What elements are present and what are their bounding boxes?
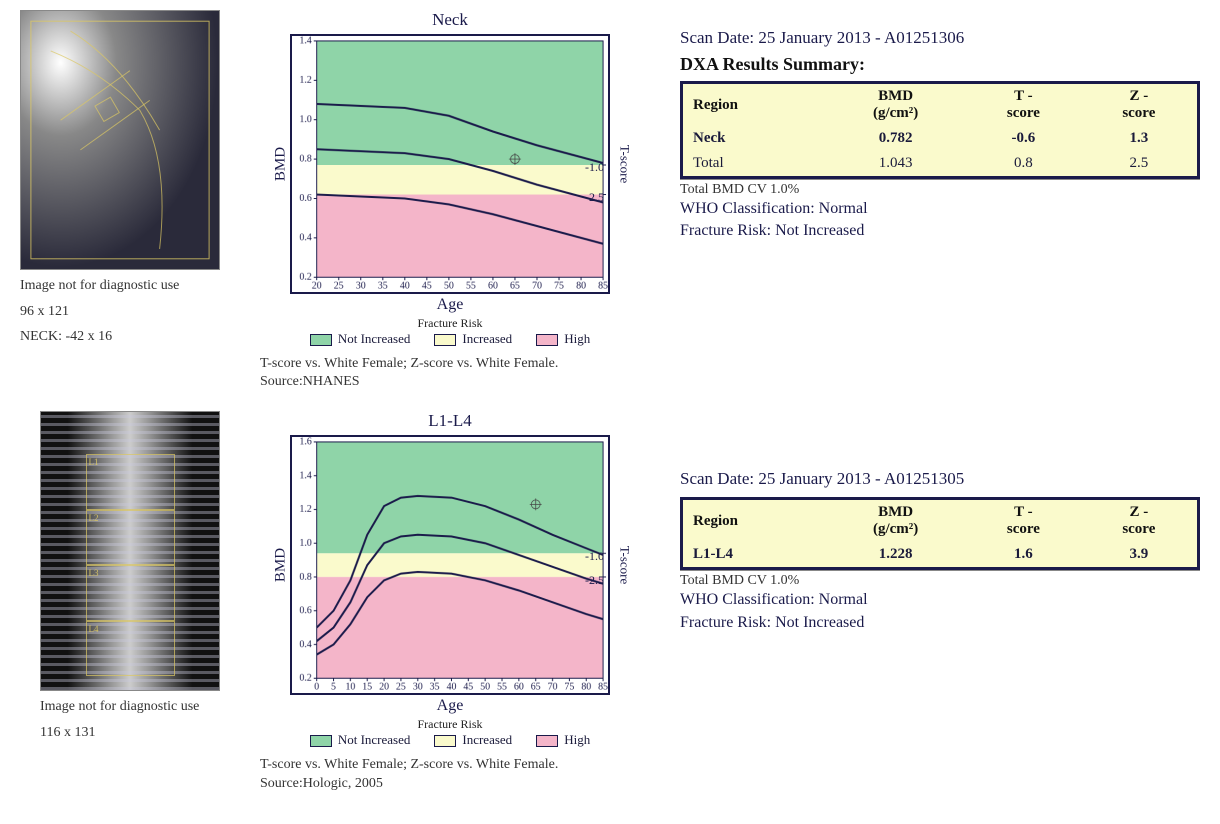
table-cell: 1.6 [966, 542, 1081, 569]
t-score-tick: -2.5 [585, 573, 604, 588]
scan-date: Scan Date: 25 January 2013 - A01251306 [680, 28, 1200, 48]
chart-title: Neck [260, 10, 640, 30]
table-cell: 2.5 [1081, 151, 1199, 178]
table-cell: 0.8 [966, 151, 1081, 178]
spine-scan-image: L1L2L3L4 [40, 411, 220, 691]
vertebra-roi: L2 [86, 510, 175, 566]
legend-item: Increased [434, 732, 512, 748]
y2-axis-label: T-score [617, 145, 633, 184]
vertebra-roi: L4 [86, 621, 175, 677]
scan-caption: Image not for diagnostic use [20, 276, 240, 296]
table-row: Total1.0430.82.5 [682, 151, 1199, 178]
vertebra-roi: L3 [86, 565, 175, 621]
spine-chart: BMD T-score -1.0-2.5 [290, 435, 610, 695]
table-cell: 3.9 [1081, 542, 1199, 569]
table-cell: -0.6 [966, 126, 1081, 151]
legend-title: Fracture Risk [260, 717, 640, 732]
results-table: RegionBMD(g/cm²)T -scoreZ -scoreL1-L41.2… [680, 497, 1200, 570]
who-classification: WHO Classification: Normal [680, 589, 1200, 611]
table-header: T -score [966, 499, 1081, 543]
legend-item: High [536, 331, 590, 347]
hip-roi-overlay [21, 11, 219, 269]
fracture-risk: Fracture Risk: Not Increased [680, 220, 1200, 242]
table-header: Z -score [1081, 83, 1199, 127]
legend-item: High [536, 732, 590, 748]
fracture-risk: Fracture Risk: Not Increased [680, 612, 1200, 634]
y-axis-label: BMD [273, 548, 290, 582]
results-note: Total BMD CV 1.0% [680, 179, 1200, 198]
legend-swatch [434, 735, 456, 747]
table-cell: L1-L4 [682, 542, 826, 569]
table-cell: Neck [682, 126, 826, 151]
scan-dimensions: 96 x 121 [20, 302, 240, 322]
legend: Not Increased Increased High [260, 732, 640, 748]
summary-heading: DXA Results Summary: [680, 54, 1200, 75]
section-neck: Image not for diagnostic use 96 x 121 NE… [20, 10, 1200, 391]
scan-caption: Image not for diagnostic use [40, 697, 240, 717]
table-cell: 1.043 [825, 151, 966, 178]
table-cell: 1.228 [825, 542, 966, 569]
t-score-tick: -1.0 [585, 160, 604, 175]
table-header: BMD(g/cm²) [825, 83, 966, 127]
table-cell: 1.3 [1081, 126, 1199, 151]
chart-column: Neck BMD T-score -1.0 -2.5 Age Fracture R… [260, 10, 640, 391]
table-header: BMD(g/cm²) [825, 499, 966, 543]
legend-swatch [310, 334, 332, 346]
scan-roi-label: NECK: -42 x 16 [20, 327, 240, 347]
legend-swatch [310, 735, 332, 747]
scan-date: Scan Date: 25 January 2013 - A01251305 [680, 469, 1200, 489]
t-score-tick: -2.5 [585, 190, 604, 205]
chart-column: L1-L4 BMD T-score -1.0 -2.5 Age Fracture … [260, 411, 640, 792]
results-column: Scan Date: 25 January 2013 - A01251305 R… [660, 411, 1200, 792]
legend-swatch [434, 334, 456, 346]
table-cell: Total [682, 151, 826, 178]
legend-item: Increased [434, 331, 512, 347]
chart-footnote: T-score vs. White Female; Z-score vs. Wh… [260, 355, 640, 391]
t-score-tick: -1.0 [585, 549, 604, 564]
table-header: Region [682, 499, 826, 543]
scan-column: Image not for diagnostic use 96 x 121 NE… [20, 10, 240, 391]
legend-swatch [536, 334, 558, 346]
legend-title: Fracture Risk [260, 316, 640, 331]
section-spine: L1L2L3L4 Image not for diagnostic use 11… [20, 411, 1200, 792]
hip-scan-image [20, 10, 220, 270]
table-header: T -score [966, 83, 1081, 127]
y-axis-label: BMD [273, 147, 290, 181]
table-cell: 0.782 [825, 126, 966, 151]
neck-chart: BMD T-score -1.0-2.5 [290, 34, 610, 294]
results-note: Total BMD CV 1.0% [680, 570, 1200, 589]
table-header: Region [682, 83, 826, 127]
table-header: Z -score [1081, 499, 1199, 543]
legend-item: Not Increased [310, 331, 411, 347]
scan-dimensions: 116 x 131 [40, 723, 240, 743]
legend: Not Increased Increased High [260, 331, 640, 347]
who-classification: WHO Classification: Normal [680, 198, 1200, 220]
table-row: Neck0.782-0.61.3 [682, 126, 1199, 151]
table-row: L1-L41.2281.63.9 [682, 542, 1199, 569]
x-axis-label: Age [260, 296, 640, 314]
legend-item: Not Increased [310, 732, 411, 748]
scan-column: L1L2L3L4 Image not for diagnostic use 11… [20, 411, 240, 792]
results-table: RegionBMD(g/cm²)T -scoreZ -scoreNeck0.78… [680, 81, 1200, 179]
x-axis-label: Age [260, 697, 640, 715]
chart-title: L1-L4 [260, 411, 640, 431]
legend-swatch [536, 735, 558, 747]
vertebra-roi: L1 [86, 454, 175, 510]
y2-axis-label: T-score [617, 546, 633, 585]
results-column: Scan Date: 25 January 2013 - A01251306 D… [660, 10, 1200, 391]
chart-footnote: T-score vs. White Female; Z-score vs. Wh… [260, 756, 640, 792]
